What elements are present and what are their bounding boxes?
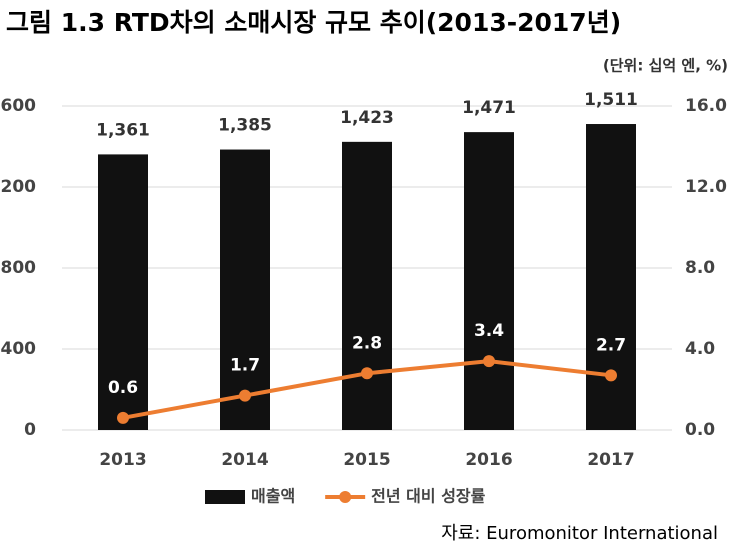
y2-tick-label: 0.0 — [685, 420, 715, 440]
legend-label: 매출액 — [251, 487, 295, 506]
line-value-label: 1.7 — [230, 356, 260, 376]
unit-note: (단위: 십억 엔, %) — [603, 57, 728, 75]
line-marker — [239, 389, 251, 402]
bar-value-label: 1,361 — [96, 120, 150, 140]
line-marker — [117, 411, 129, 424]
bar — [464, 132, 514, 430]
source: 자료: Euromonitor International — [441, 523, 718, 544]
y-tick-label: 1,600 — [0, 96, 36, 116]
x-tick-label: 2015 — [343, 450, 390, 470]
y-tick-label: 0 — [24, 420, 36, 440]
bar-value-label: 1,385 — [218, 116, 272, 136]
y-tick-label: 800 — [1, 258, 37, 278]
line-marker — [605, 369, 617, 382]
line-value-label: 2.8 — [352, 333, 382, 353]
legend-swatch — [205, 490, 245, 504]
bar-value-label: 1,471 — [462, 98, 516, 118]
legend-swatch — [339, 491, 352, 503]
line-value-label: 2.7 — [596, 335, 626, 355]
legend-label: 전년 대비 성장률 — [371, 487, 485, 506]
chart-title: 그림 1.3 RTD차의 소매시장 규모 추이(2013-2017년) — [6, 8, 621, 37]
y2-tick-label: 12.0 — [685, 177, 727, 197]
line-marker — [483, 355, 495, 368]
line-marker — [361, 367, 373, 380]
x-tick-label: 2014 — [221, 450, 268, 470]
bar — [220, 149, 270, 430]
line-value-label: 3.4 — [474, 321, 504, 341]
line-value-label: 0.6 — [108, 378, 138, 398]
y2-tick-label: 8.0 — [685, 258, 715, 278]
bar-value-label: 1,423 — [340, 108, 394, 128]
x-tick-label: 2017 — [587, 450, 634, 470]
bar — [98, 154, 148, 430]
x-tick-label: 2013 — [99, 450, 146, 470]
y-tick-label: 1,200 — [0, 177, 36, 197]
bar — [586, 124, 636, 431]
bar-value-label: 1,511 — [584, 90, 638, 110]
y-tick-label: 400 — [1, 339, 37, 359]
x-tick-label: 2016 — [465, 450, 512, 470]
bar — [342, 141, 392, 430]
y2-tick-label: 4.0 — [685, 339, 715, 359]
y2-tick-label: 16.0 — [685, 96, 727, 116]
